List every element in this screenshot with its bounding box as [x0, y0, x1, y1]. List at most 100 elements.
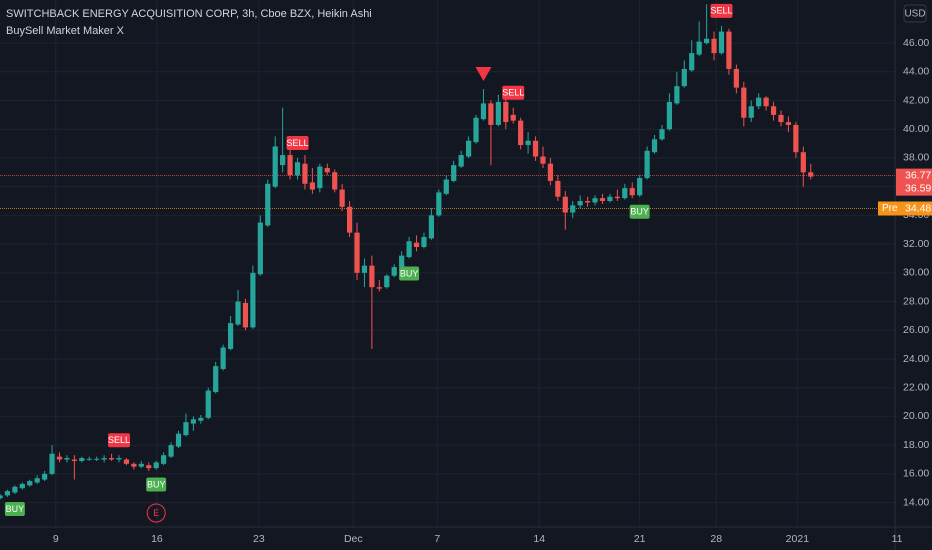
indicator-name: BuySell Market Maker X — [6, 25, 125, 37]
candle-body — [339, 189, 345, 207]
candle-body — [421, 236, 427, 247]
candle-body — [250, 272, 256, 328]
candle-body — [272, 146, 278, 187]
candle-body — [324, 168, 330, 173]
candle-body — [4, 491, 11, 496]
candle-body — [428, 215, 435, 239]
candle-body — [473, 117, 479, 143]
candle-body — [689, 53, 695, 71]
candle-body — [637, 178, 643, 196]
x-tick-label: 7 — [434, 533, 440, 545]
candle-body — [391, 267, 397, 276]
candle-body — [183, 422, 189, 436]
candle-body — [86, 458, 92, 460]
candle-body — [488, 103, 494, 125]
candle-body — [793, 124, 799, 153]
candle-body — [451, 165, 457, 181]
candle-body — [674, 86, 680, 104]
candle-body — [659, 129, 665, 140]
candle-body — [49, 453, 55, 474]
candle-body — [257, 222, 263, 275]
signal-label: BUY — [630, 207, 649, 217]
signal-badge — [629, 204, 650, 219]
candle-body — [302, 163, 308, 184]
y-tick-label: 22.00 — [903, 381, 929, 393]
candle-body — [399, 255, 405, 268]
candle-body — [123, 459, 130, 464]
x-tick-label: 21 — [634, 533, 646, 545]
candle-body — [175, 433, 182, 447]
x-tick-label: 16 — [151, 533, 163, 545]
candle-body — [227, 323, 234, 349]
candle-body — [108, 458, 115, 460]
x-tick-label: 23 — [253, 533, 265, 545]
candle-body — [696, 41, 702, 55]
candle-body — [733, 68, 739, 88]
earnings-marker — [146, 503, 166, 523]
candle-body — [614, 196, 620, 199]
candle-body — [562, 196, 568, 213]
candle-body — [309, 182, 315, 190]
candle-body — [332, 172, 338, 190]
signal-badge — [502, 85, 525, 100]
pre-label: Pre — [882, 203, 898, 214]
candle-body — [495, 101, 501, 125]
candle-body — [294, 162, 301, 176]
candle-body — [585, 201, 591, 203]
candle-body — [666, 101, 673, 130]
candle-body — [79, 458, 85, 461]
candle-body — [71, 459, 77, 461]
signal-label: SELL — [108, 435, 130, 445]
candle-body — [748, 106, 754, 118]
candle-body — [146, 465, 152, 469]
y-tick-label: 24.00 — [903, 353, 929, 365]
x-tick-label: 2021 — [786, 533, 810, 545]
candle-body — [94, 458, 100, 460]
candle-body — [577, 201, 583, 206]
candle-body — [190, 419, 196, 424]
candle-body — [413, 242, 420, 247]
y-tick-label: 20.00 — [903, 410, 929, 422]
candle-body — [34, 478, 40, 483]
candle-body — [101, 458, 107, 460]
x-tick-label: 9 — [53, 533, 59, 545]
candle-body — [12, 486, 18, 493]
y-tick-label: 30.00 — [903, 267, 929, 279]
candle-body — [510, 114, 516, 121]
candle-body — [756, 97, 762, 107]
signal-badge — [286, 135, 309, 150]
candle-body — [369, 265, 375, 288]
signal-badge — [399, 266, 420, 281]
candle-body — [168, 445, 174, 457]
currency-button[interactable] — [903, 4, 927, 23]
candle-body — [503, 101, 509, 123]
x-tick-label: Dec — [344, 533, 363, 545]
signal-label: SELL — [710, 6, 732, 16]
signal-badge — [710, 3, 733, 18]
last-price-label: 36.77 — [905, 169, 931, 181]
candle-body — [681, 68, 687, 87]
chart-title: SWITCHBACK ENERGY ACQUISITION CORP, 3h, … — [6, 8, 372, 20]
y-tick-label: 32.00 — [903, 238, 929, 250]
signal-badge — [146, 477, 167, 492]
y-tick-label: 28.00 — [903, 295, 929, 307]
candle-body — [406, 241, 412, 258]
candle-body — [42, 473, 48, 480]
candle-body — [711, 38, 717, 54]
candle-body — [704, 38, 710, 44]
y-tick-label: 26.00 — [903, 324, 929, 336]
signal-label: BUY — [400, 268, 419, 278]
candle-body — [346, 206, 353, 233]
candle-body — [436, 192, 442, 216]
candle-body — [599, 198, 606, 202]
candle-body — [458, 155, 464, 167]
candle-body — [138, 463, 144, 467]
y-tick-label: 46.00 — [903, 37, 929, 49]
candle-body — [235, 301, 241, 325]
candle-body — [555, 180, 561, 197]
currency-label[interactable]: USD — [904, 9, 925, 20]
candle-body — [726, 31, 732, 69]
y-tick-label: 14.00 — [903, 496, 929, 508]
